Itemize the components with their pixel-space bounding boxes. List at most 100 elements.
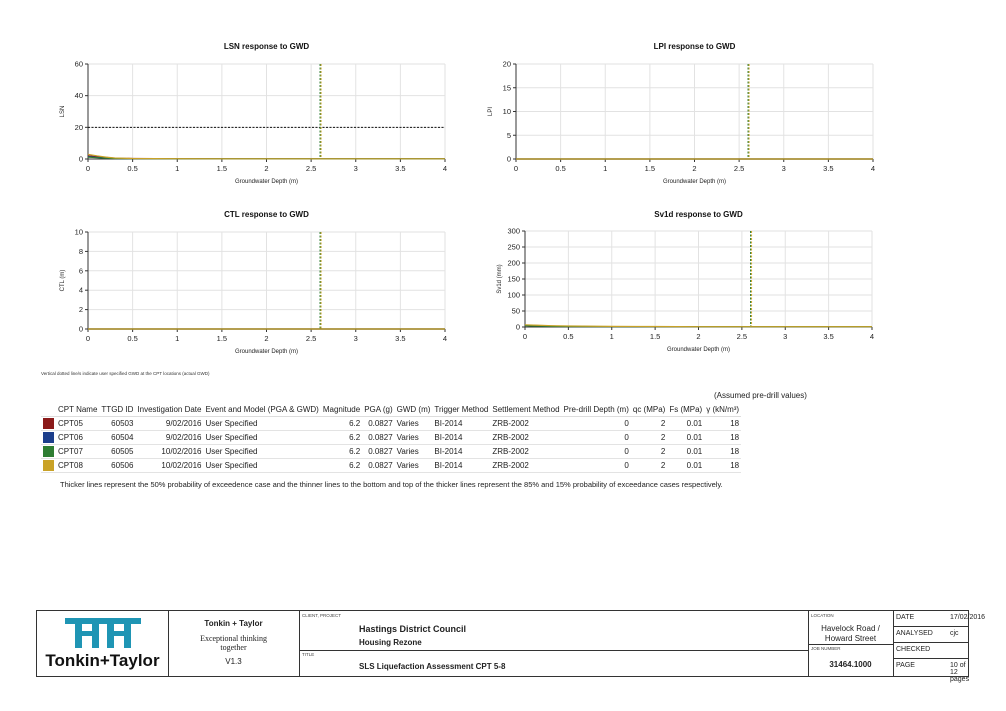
cell-trigger-method: BI-2014	[432, 444, 491, 459]
y-tick-label: 5	[507, 131, 511, 140]
header-gwd: GWD (m)	[394, 403, 433, 417]
x-tick-label: 3	[783, 332, 787, 341]
header-pga: PGA (g)	[362, 403, 395, 417]
x-tick-label: 4	[871, 164, 875, 173]
cell-pga: 0.0827	[362, 444, 395, 459]
table-row: CPT08 60506 10/02/2016 User Specified 6.…	[41, 458, 742, 473]
header-gamma: γ (kN/m³)	[704, 403, 742, 417]
cell-pga: 0.0827	[362, 458, 395, 473]
y-tick-label: 50	[512, 307, 520, 316]
checked-label: CHECKED	[896, 646, 931, 653]
x-tick-label: 3	[354, 164, 358, 173]
job-number-label: JOB NUMBER	[811, 646, 841, 651]
x-tick-label: 0.5	[555, 164, 565, 173]
cell-settlement-method: ZRB-2002	[490, 458, 562, 473]
cell-trigger-method: BI-2014	[432, 430, 491, 445]
series-swatch	[43, 432, 54, 443]
y-tick-label: 0	[507, 155, 511, 164]
y-tick-label: 40	[75, 91, 83, 100]
cell-pre-drill-depth: 0	[561, 458, 631, 473]
cell-event-model: User Specified	[203, 416, 321, 431]
chart-lsn: LSN response to GWD 0 0.5 1 1.5 2 2.5 3 3.5 4 0 20 4…	[50, 38, 460, 198]
cell-pre-drill-depth: 0	[561, 444, 631, 459]
x-tick-label: 4	[443, 164, 447, 173]
chart-title: LPI response to GWD	[654, 42, 736, 51]
x-axis-label: Groundwater Depth (m)	[235, 179, 298, 185]
cell-investigation-date: 10/02/2016	[135, 444, 204, 459]
x-tick-label: 3	[354, 334, 358, 343]
cell-pre-drill-depth: 0	[561, 416, 631, 431]
divider	[299, 650, 808, 651]
cell-magnitude: 6.2	[320, 430, 363, 445]
series-swatch-cell	[41, 416, 56, 431]
cell-qc: 2	[630, 416, 668, 431]
cell-trigger-method: BI-2014	[432, 416, 491, 431]
divider	[893, 658, 968, 659]
x-tick-label: 1	[603, 164, 607, 173]
header-pre-drill-depth: Pre-drill Depth (m)	[561, 403, 631, 417]
cell-settlement-method: ZRB-2002	[490, 416, 562, 431]
version: V1.3	[225, 657, 242, 666]
cell-gwd: Varies	[394, 458, 433, 473]
x-tick-label: 0.5	[127, 164, 137, 173]
location-line-1: Havelock Road /	[821, 624, 880, 633]
table-row: CPT06 60504 9/02/2016 User Specified 6.2…	[41, 430, 742, 445]
page-label: PAGE	[896, 662, 915, 669]
cell-qc: 2	[630, 430, 668, 445]
cell-ttgd-id: 60505	[99, 444, 136, 459]
x-tick-label: 4	[443, 334, 447, 343]
cell-fs: 0.01	[667, 444, 705, 459]
date-label: DATE	[896, 614, 915, 621]
cell-gwd: Varies	[394, 430, 433, 445]
x-tick-label: 2.5	[306, 334, 316, 343]
title-block: Tonkin+Taylor Tonkin + Taylor Exceptiona…	[36, 610, 985, 683]
series-swatch	[43, 460, 54, 471]
x-tick-label: 2	[264, 334, 268, 343]
cell-ttgd-id: 60504	[99, 430, 136, 445]
x-axis-label: Groundwater Depth (m)	[667, 347, 730, 353]
x-tick-label: 3.5	[395, 164, 405, 173]
cell-gamma: 18	[704, 430, 742, 445]
chart-ctl: CTL response to GWD 0 0.5 1 1.5 2 2.5 3 3.5 4 0 2 4 6…	[50, 206, 460, 362]
x-tick-label: 0.5	[563, 332, 573, 341]
company-block: Tonkin + Taylor Exceptional thinking tog…	[168, 611, 300, 676]
y-tick-label: 0	[79, 325, 83, 334]
x-tick-label: 1	[175, 334, 179, 343]
gwd-note: Vertical dotted line/s indicate user spe…	[41, 371, 210, 376]
client-project-label: CLIENT, PROJECT	[302, 613, 342, 618]
series-line-cpt08	[87, 153, 445, 160]
logo-wordmark: Tonkin+Taylor	[45, 651, 160, 670]
x-tick-label: 2.5	[737, 332, 747, 341]
cell-cpt-name: CPT08	[56, 458, 100, 473]
table-footnote: Thicker lines represent the 50% probabil…	[60, 480, 723, 489]
header-magnitude: Magnitude	[320, 403, 363, 417]
series-swatch-cell	[41, 458, 56, 473]
cell-investigation-date: 10/02/2016	[135, 458, 204, 473]
x-tick-label: 3.5	[823, 164, 833, 173]
header-swatch-cell	[41, 403, 56, 417]
cell-pga: 0.0827	[362, 430, 395, 445]
header-trigger-method: Trigger Method	[432, 403, 491, 417]
y-axis-label: LPI	[488, 107, 494, 116]
x-tick-label: 1.5	[217, 164, 227, 173]
cell-trigger-method: BI-2014	[432, 458, 491, 473]
cell-pre-drill-depth: 0	[561, 430, 631, 445]
divider	[893, 626, 968, 627]
cell-event-model: User Specified	[203, 444, 321, 459]
cell-gamma: 18	[704, 416, 742, 431]
tt-logo-icon	[65, 618, 141, 648]
analysed-label: ANALYSED	[896, 630, 933, 637]
x-tick-label: 1	[610, 332, 614, 341]
header-investigation-date: Investigation Date	[135, 403, 204, 417]
y-tick-label: 150	[507, 275, 520, 284]
cell-pga: 0.0827	[362, 416, 395, 431]
chart-lpi: LPI response to GWD 0 0.5 1 1.5 2 2.5 3 3.5 4 0 5 10…	[478, 38, 888, 198]
y-tick-label: 10	[503, 107, 511, 116]
table-header-row: CPT Name TTGD ID Investigation Date Even…	[41, 403, 742, 417]
series-swatch	[43, 418, 54, 429]
header-fs: Fs (MPa)	[667, 403, 705, 417]
cell-cpt-name: CPT05	[56, 416, 100, 431]
series-swatch-cell	[41, 444, 56, 459]
x-tick-label: 0.5	[127, 334, 137, 343]
